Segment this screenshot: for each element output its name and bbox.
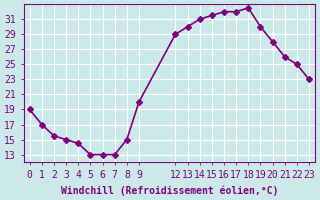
X-axis label: Windchill (Refroidissement éolien,°C): Windchill (Refroidissement éolien,°C) — [61, 185, 278, 196]
